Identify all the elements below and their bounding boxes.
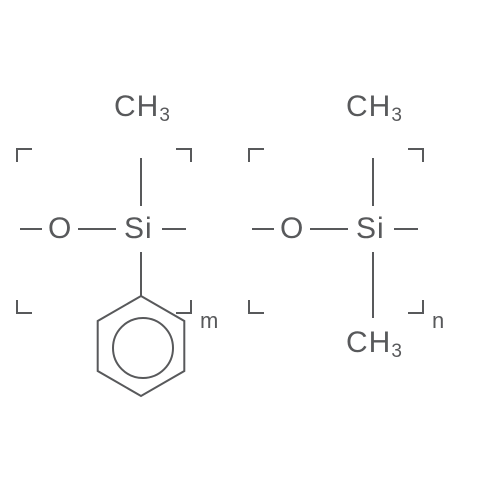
unit2-bond-osi: [310, 228, 348, 230]
unit2-ch3-top-text: CH: [346, 90, 391, 123]
unit1-o: O: [48, 212, 72, 246]
unit1-phenyl-ring: [112, 317, 174, 379]
unit2-ch3-bot: CH3: [346, 326, 403, 363]
unit2-ch3-top-sub: 3: [391, 105, 403, 126]
unit1-ch3-top-sub: 3: [159, 105, 171, 126]
unit2-ch3-top: CH3: [346, 90, 403, 127]
unit2-bond-left-stub: [252, 228, 274, 230]
unit2-bracket-right-bot: [408, 300, 424, 314]
unit2-repeat-sub: n: [432, 308, 444, 334]
unit2-bracket-right-top: [408, 148, 424, 162]
unit1-repeat-sub: m: [200, 308, 218, 334]
unit2-bracket-left-bot: [248, 300, 264, 314]
unit1-bracket-left-top: [16, 148, 32, 162]
unit2-ch3-bot-sub: 3: [391, 341, 403, 362]
unit2-si: Si: [356, 212, 385, 246]
unit1-bond-right-stub: [162, 228, 186, 230]
unit1-bond-left-stub: [20, 228, 42, 230]
unit1-ch3-top: CH3: [114, 90, 171, 127]
unit2-bond-top: [372, 158, 374, 206]
unit2-bond-right-stub: [394, 228, 418, 230]
unit1-bracket-right-top: [176, 148, 192, 162]
unit2-o: O: [280, 212, 304, 246]
unit2-bond-bot: [372, 252, 374, 318]
unit1-bracket-left-bot: [16, 300, 32, 314]
unit2-bracket-left-top: [248, 148, 264, 162]
unit1-si: Si: [124, 212, 153, 246]
unit1-bond-bot: [140, 252, 142, 296]
unit1-ch3-top-text: CH: [114, 90, 159, 123]
unit2-ch3-bot-text: CH: [346, 326, 391, 359]
unit1-bond-osi: [78, 228, 116, 230]
unit1-bond-top: [140, 158, 142, 206]
